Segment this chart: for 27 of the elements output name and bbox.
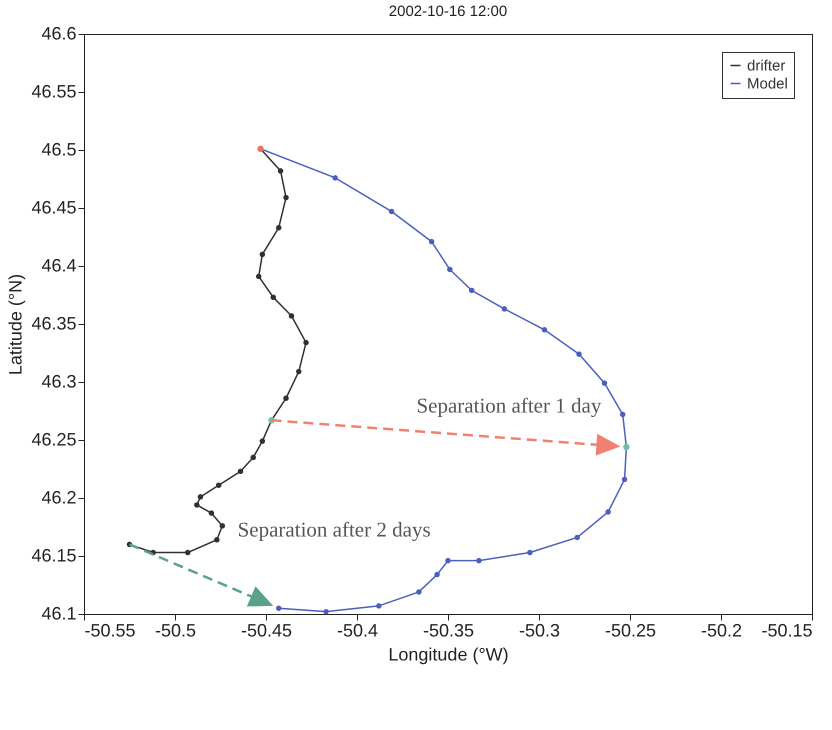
annotation: Separation after 2 days (238, 517, 431, 542)
y-tick-label: 46.2 (41, 488, 76, 508)
y-tick-label: 46.25 (31, 430, 76, 450)
legend-label: drifter (747, 58, 786, 74)
legend-label: Model (747, 76, 788, 92)
x-tick-label: -50.15 (761, 620, 812, 640)
y-tick-label: 46.4 (41, 256, 76, 276)
y-tick-label: 46.15 (31, 546, 76, 566)
y-tick-label: 46.5 (41, 140, 76, 160)
y-tick-label: 46.6 (41, 24, 76, 44)
x-tick-label: -50.4 (336, 620, 378, 640)
y-tick-label: 46.45 (31, 198, 76, 218)
x-tick-label: -50.5 (154, 620, 196, 640)
x-tick-label: -50.2 (700, 620, 742, 640)
y-axis-title: Latitude (°N) (5, 274, 26, 376)
y-tick-label: 46.1 (41, 604, 76, 624)
x-tick-label: -50.45 (240, 620, 292, 640)
x-tick-label: -50.35 (422, 620, 474, 640)
x-tick-label: -50.55 (84, 620, 136, 640)
y-tick-label: 46.35 (31, 314, 76, 334)
y-tick-label: 46.3 (41, 372, 76, 392)
chart-title: 2002-10-16 12:00 (388, 3, 508, 20)
x-tick-label: -50.25 (604, 620, 656, 640)
y-tick-label: 46.55 (31, 82, 76, 102)
annotation: Separation after 1 day (416, 393, 602, 418)
x-tick-label: -50.3 (518, 620, 560, 640)
x-axis-title: Longitude (°W) (388, 644, 509, 664)
